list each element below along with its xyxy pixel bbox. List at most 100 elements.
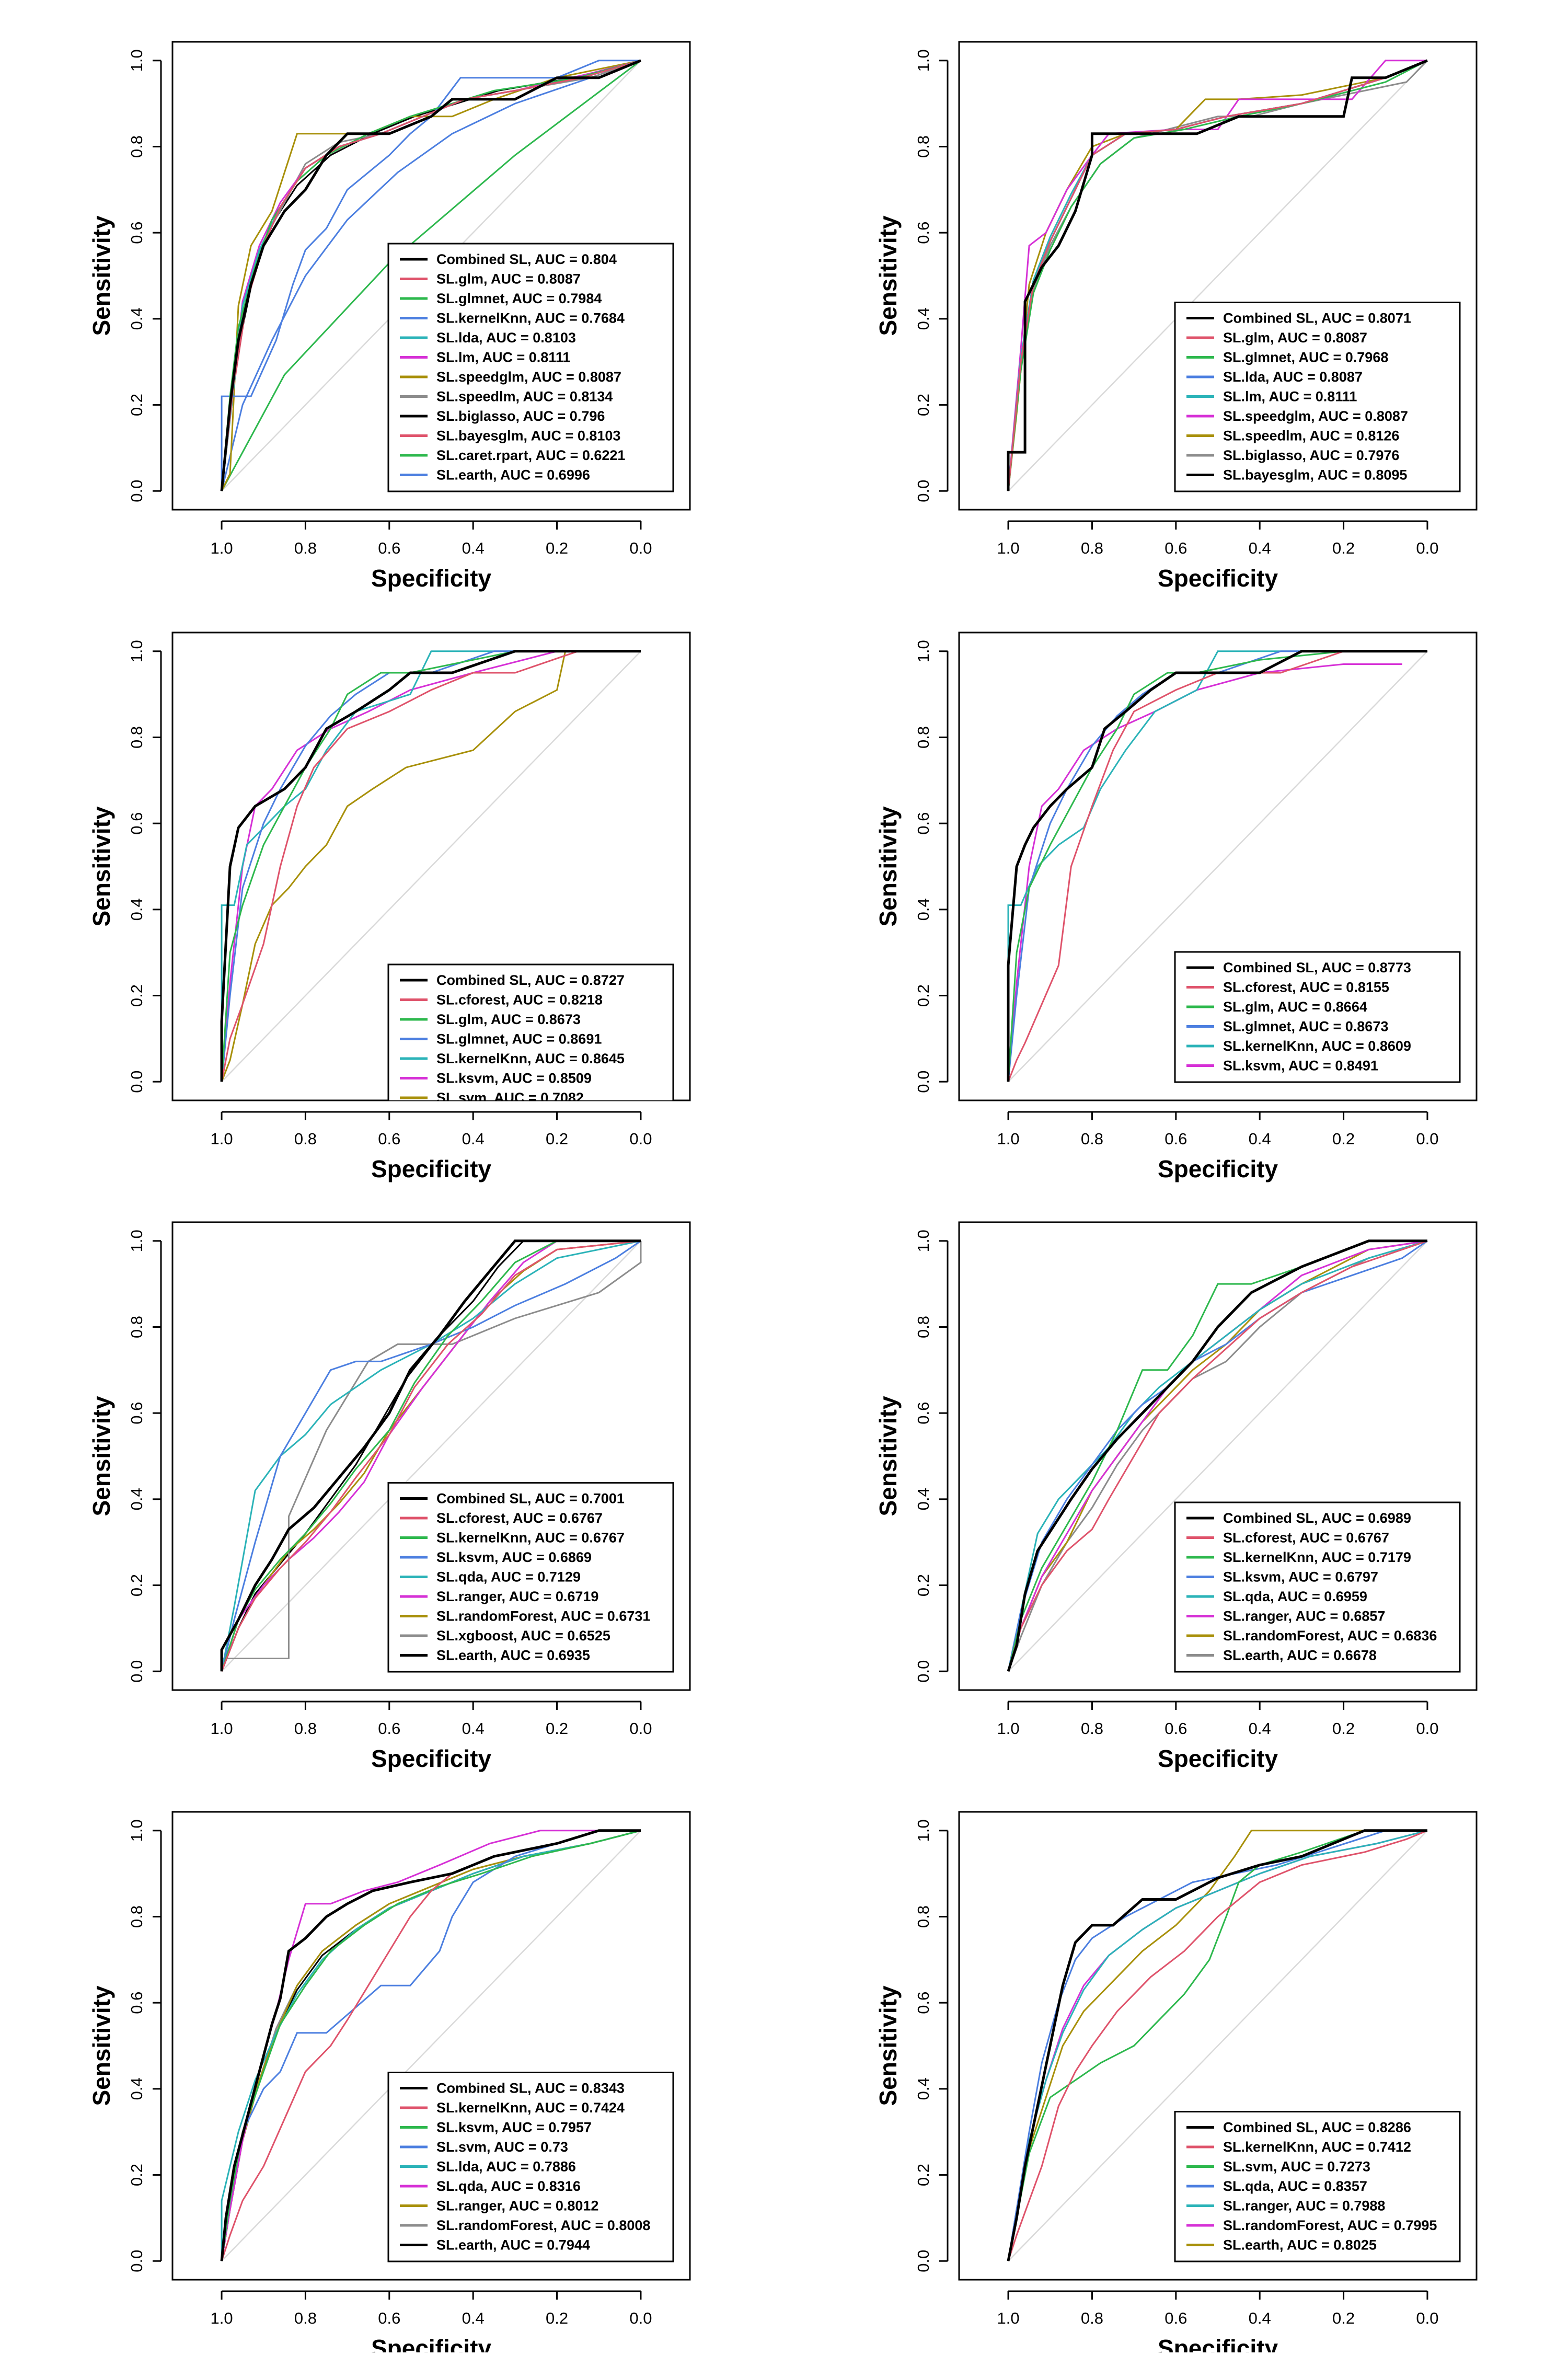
legend: Combined SL, AUC = 0.6989 SL.cforest, AUC… (1174, 1501, 1461, 1673)
legend-entry: SL.ksvm, AUC = 0.8491 (1223, 1058, 1378, 1074)
y-tick-label: 0.6 (128, 222, 146, 244)
x-tick-label: 0.8 (294, 1719, 317, 1738)
legend-box (1174, 2111, 1461, 2262)
x-tick-label: 0.4 (1249, 1719, 1271, 1738)
x-axis-title: Specificity (1158, 2335, 1278, 2352)
y-tick-label: 0.6 (914, 812, 932, 835)
x-tick-label: 0.8 (1081, 2309, 1103, 2327)
x-tick-label: 0.2 (546, 1130, 568, 1148)
x-tick-label: 0.6 (1165, 539, 1187, 557)
roc-curve-combined-sl (1007, 1829, 1427, 2261)
legend-entry: SL.bayesglm, AUC = 0.8095 (1223, 467, 1407, 483)
legend-entry: SL.ranger, AUC = 0.6857 (1223, 1609, 1385, 1624)
x-tick-label: 0.0 (629, 539, 652, 557)
x-axis-title: Specificity (1158, 1745, 1278, 1772)
y-tick-label: 0.4 (128, 307, 146, 330)
roc-curve-sl-ranger (221, 1240, 641, 1672)
legend-entry: Combined SL, AUC = 0.8727 (436, 972, 625, 988)
roc-panel-row1-right: 1.0 0.8 0.6 0.4 0.2 0.0 Specificity 0.0 0.2 0.4 0.… (874, 41, 1478, 592)
x-tick-label: 0.4 (1249, 2309, 1271, 2327)
legend-entry: SL.lda, AUC = 0.8087 (1223, 369, 1363, 385)
y-tick-label: 0.0 (914, 1071, 932, 1093)
y-tick-label: 0.2 (128, 984, 146, 1007)
roc-panel-row4-right: 1.0 0.8 0.6 0.4 0.2 0.0 Specificity 0.0 0.2 0.4 0.… (874, 1811, 1478, 2355)
chance-diagonal (221, 1830, 641, 2262)
x-tick-label: 0.4 (462, 539, 485, 557)
y-tick-label: 0.0 (914, 480, 932, 502)
y-tick-label: 0.2 (128, 394, 146, 416)
chance-diagonal (1008, 1240, 1428, 1672)
plot-frame (958, 1811, 1478, 2281)
legend-entry: Combined SL, AUC = 0.8343 (436, 2081, 625, 2096)
y-axis-title: Sensitivity (874, 1396, 902, 1517)
x-tick-label: 0.4 (462, 2309, 485, 2327)
x-tick-label: 1.0 (210, 1719, 233, 1738)
legend-entry: SL.ranger, AUC = 0.7988 (1223, 2198, 1385, 2214)
x-tick-label: 0.8 (294, 539, 317, 557)
y-tick-label: 0.6 (128, 1402, 146, 1425)
x-tick-label: 1.0 (210, 2309, 233, 2327)
x-tick-label: 0.0 (1416, 1130, 1438, 1148)
legend-entry: SL.ksvm, AUC = 0.6869 (436, 1549, 592, 1565)
x-tick-label: 0.0 (1416, 2309, 1438, 2327)
x-tick-label: 0.6 (378, 539, 400, 557)
roc-curve-sl-glm (1007, 650, 1427, 1082)
y-tick-label: 0.4 (914, 898, 932, 921)
x-tick-label: 0.0 (629, 1130, 652, 1148)
roc-curve-sl-glmnet (221, 650, 641, 1082)
chance-diagonal (221, 1240, 641, 1672)
roc-curve-sl-ksvm (221, 650, 641, 1082)
y-tick-label: 0.8 (914, 1316, 932, 1338)
legend-entry: SL.ranger, AUC = 0.8012 (436, 2198, 598, 2214)
legend-entry: SL.qda, AUC = 0.8357 (1223, 2178, 1367, 2194)
roc-curve-sl-earth (1007, 1240, 1428, 1672)
plot-frame (171, 1811, 691, 2281)
y-tick-label: 0.4 (128, 2077, 146, 2100)
roc-curve-sl-svm (221, 650, 641, 1082)
y-tick-label: 0.2 (914, 394, 932, 416)
legend-box (1174, 1501, 1461, 1673)
x-axis-title: Specificity (371, 2335, 492, 2352)
roc-panel-row3-left: 1.0 0.8 0.6 0.4 0.2 0.0 Specificity 0.0 0.2 0.4 0.… (88, 1221, 691, 1772)
legend-entry: SL.caret.rpart, AUC = 0.6221 (436, 447, 625, 463)
y-tick-label: 0.0 (128, 2250, 146, 2272)
y-tick-label: 0.8 (128, 1316, 146, 1338)
legend-entry: Combined SL, AUC = 0.7001 (436, 1491, 625, 1507)
legend-entry: SL.kernelKnn, AUC = 0.7412 (1223, 2139, 1411, 2155)
y-tick-label: 0.2 (128, 2164, 146, 2186)
y-tick-label: 0.8 (128, 1905, 146, 1928)
y-tick-label: 1.0 (914, 49, 932, 72)
legend-entry: Combined SL, AUC = 0.6989 (1223, 1510, 1411, 1526)
chance-diagonal (1008, 650, 1428, 1083)
y-tick-label: 1.0 (128, 1230, 146, 1252)
x-tick-label: 0.8 (1081, 1719, 1103, 1738)
roc-curve-sl-kernelknn (221, 60, 641, 491)
x-tick-label: 0.8 (294, 2309, 317, 2327)
legend-entry: Combined SL, AUC = 0.8286 (1223, 2120, 1411, 2135)
x-axis-title: Specificity (371, 1155, 492, 1182)
x-tick-label: 0.2 (1332, 539, 1355, 557)
legend-entry: SL.kernelKnn, AUC = 0.6767 (436, 1530, 625, 1546)
x-tick-label: 0.0 (629, 2309, 652, 2327)
x-tick-label: 1.0 (997, 1719, 1019, 1738)
legend-box (387, 2072, 674, 2262)
legend-entry: SL.glm, AUC = 0.8664 (1223, 999, 1367, 1015)
roc-curve-sl-xgboost (221, 1240, 642, 1672)
x-tick-label: 0.6 (378, 1130, 400, 1148)
legend-entry: SL.glmnet, AUC = 0.7968 (1223, 350, 1388, 365)
legend-entry: SL.kernelKnn, AUC = 0.7179 (1223, 1549, 1411, 1565)
plot-frame (958, 1221, 1478, 1691)
legend-entry: SL.svm, AUC = 0.7082 (436, 1090, 584, 1106)
legend-entry: SL.glm, AUC = 0.8087 (436, 271, 581, 287)
legend-box (1174, 302, 1461, 492)
y-tick-label: 0.8 (128, 726, 146, 749)
y-tick-label: 0.0 (128, 1660, 146, 1683)
y-tick-label: 1.0 (128, 1819, 146, 1842)
legend-entry: SL.kernelKnn, AUC = 0.7424 (436, 2100, 625, 2116)
legend-entry: SL.speedglm, AUC = 0.8087 (436, 369, 621, 385)
x-tick-label: 0.2 (546, 2309, 568, 2327)
legend-entry: SL.speedlm, AUC = 0.8126 (1223, 428, 1399, 444)
x-tick-label: 0.4 (1249, 1130, 1271, 1148)
y-tick-label: 1.0 (914, 640, 932, 662)
